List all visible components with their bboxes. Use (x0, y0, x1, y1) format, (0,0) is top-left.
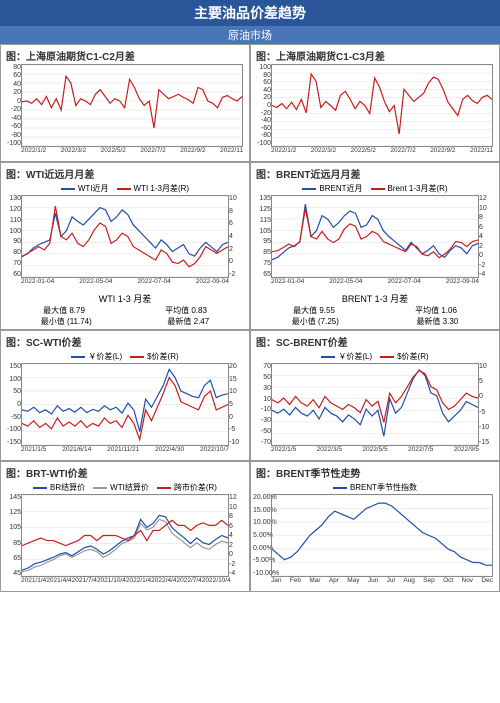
x-axis: 2022/1/22022/3/22022/5/22022/7/22022/9/2… (21, 147, 243, 159)
plot (271, 64, 493, 147)
chart-c6: 图：SC-BRENT价差￥价差(L)$价差(R)70503010-10-30-5… (250, 330, 500, 461)
x-axis: JanFebMarAprMayJunJulAugSepOctNovDec (271, 577, 493, 589)
y-axis: 806040200-20-40-60-80-100 (3, 64, 21, 147)
plot (271, 363, 479, 446)
y-axis: 13512511510595857565 (253, 195, 271, 278)
main-title: 主要油品价差趋势 (0, 0, 500, 26)
plot (271, 195, 479, 278)
legend: ￥价差(L)$价差(R) (253, 350, 497, 363)
y-axis: 70503010-10-30-50-70 (253, 363, 271, 446)
y-axis: 13012011010090807060 (3, 195, 21, 278)
x-axis: 2022-01-042022-05-042022-07-042022-09-04 (21, 278, 229, 290)
chart-c1: 图：上海原油期货C1-C2月差806040200-20-40-60-80-100… (0, 44, 250, 162)
y-axis: 20.00%15.00%10.00%5.00%0.00%-5.00%-10.00… (253, 494, 271, 577)
chart-title: 图：BRENT季节性走势 (253, 464, 497, 481)
legend: WTI近月WTI 1-3月差(R) (3, 182, 247, 195)
chart-title: 图：WTI近远月月差 (3, 165, 247, 182)
chart-title: 图：BRT-WTI价差 (3, 464, 247, 481)
stats: 最大值 9.55平均值 1.06 (253, 305, 497, 316)
plot (21, 363, 229, 446)
x-axis: 2021/1/52021/6/142021/11/212022/4/302022… (21, 446, 229, 458)
chart-title: 图：SC-WTI价差 (3, 333, 247, 350)
chart-c7: 图：BRT-WTI价差BR结算价WTI结算价跨市价差(R)14512510585… (0, 461, 250, 592)
chart-title: 图：BRENT近远月月差 (253, 165, 497, 182)
y-axis-r: 1086420-2 (229, 195, 247, 278)
x-axis: 2022-01-042022-05-042022-07-042022-09-04 (271, 278, 479, 290)
chart-c5: 图：SC-WTI价差￥价差(L)$价差(R)150100500-50-100-1… (0, 330, 250, 461)
stats-title: BRENT 1-3 月差 (253, 290, 497, 305)
legend: BRENT近月Brent 1-3月差(R) (253, 182, 497, 195)
stats: 最小值 (7.25)最新值 3.30 (253, 316, 497, 327)
stats: 最小值 (11.74)最新值 2.47 (3, 316, 247, 327)
plot (21, 195, 229, 278)
chart-c3: 图：WTI近远月月差WTI近月WTI 1-3月差(R)1301201101009… (0, 162, 250, 330)
y-axis: 150100500-50-100-150 (3, 363, 21, 446)
charts-grid: 图：上海原油期货C1-C2月差806040200-20-40-60-80-100… (0, 44, 500, 592)
x-axis: 2021/1/42021/4/42021/7/42021/10/42022/1/… (21, 577, 229, 589)
legend: BR结算价WTI结算价跨市价差(R) (3, 481, 247, 494)
plot (21, 494, 229, 577)
y-axis: 145125105856545 (3, 494, 21, 577)
stats: 最大值 8.79平均值 0.83 (3, 305, 247, 316)
chart-c2: 图：上海原油期货C1-C3月差100806040200-20-40-60-80-… (250, 44, 500, 162)
legend: ￥价差(L)$价差(R) (3, 350, 247, 363)
y-axis-r: 121086420-2-4 (479, 195, 497, 278)
legend: BRENT季节性指数 (253, 481, 497, 494)
plot (271, 494, 493, 577)
chart-title: 图：上海原油期货C1-C3月差 (253, 47, 497, 64)
sub-title: 原油市场 (0, 26, 500, 44)
plot (21, 64, 243, 147)
stats-title: WTI 1-3 月差 (3, 290, 247, 305)
chart-title: 图：SC-BRENT价差 (253, 333, 497, 350)
y-axis-r: 1050-5-10-15 (479, 363, 497, 446)
x-axis: 2022/1/22022/3/22022/5/22022/7/22022/9/2… (271, 147, 493, 159)
y-axis-r: 20151050-5-10 (229, 363, 247, 446)
y-axis-r: 121086420-2-4 (229, 494, 247, 577)
x-axis: 2022/1/52022/3/52022/5/52022/7/52022/9/5 (271, 446, 479, 458)
chart-c8: 图：BRENT季节性走势BRENT季节性指数20.00%15.00%10.00%… (250, 461, 500, 592)
chart-title: 图：上海原油期货C1-C2月差 (3, 47, 247, 64)
chart-c4: 图：BRENT近远月月差BRENT近月Brent 1-3月差(R)1351251… (250, 162, 500, 330)
y-axis: 100806040200-20-40-60-80-100 (253, 64, 271, 147)
